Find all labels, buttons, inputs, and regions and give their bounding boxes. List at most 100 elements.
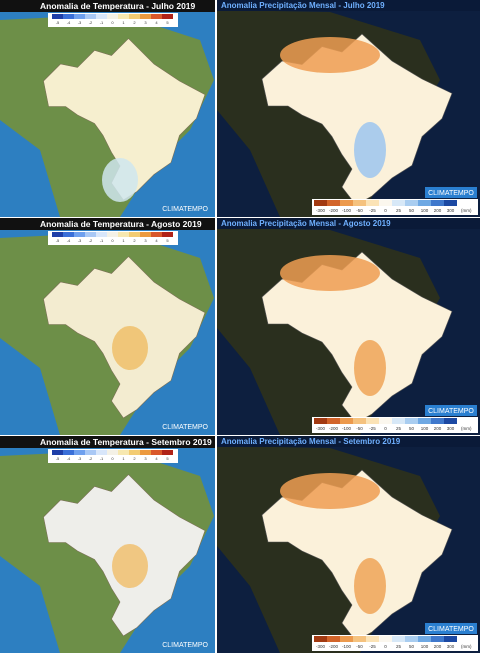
anomaly-area [112, 544, 148, 588]
title-bar [217, 0, 480, 11]
panel-title: Anomalia Precipitação Mensal - Setembro … [221, 437, 401, 446]
legend-swatch [129, 232, 140, 237]
logo: CLIMATEMPO [428, 190, 474, 197]
legend-swatch [314, 200, 327, 206]
legend-label: 3 [144, 456, 147, 461]
legend-swatch [418, 636, 431, 642]
legend-label: -1 [100, 20, 104, 25]
logo: CLIMATEMPO [162, 206, 208, 213]
legend-label: 0 [384, 208, 387, 213]
legend-label: -25 [369, 644, 376, 649]
legend-label: 2 [133, 238, 136, 243]
legend-swatch [340, 636, 353, 642]
logo-box [425, 405, 477, 416]
legend-label: -5 [56, 238, 60, 243]
legend-swatch [431, 636, 444, 642]
legend-swatch [392, 636, 405, 642]
title-bar [217, 218, 480, 229]
legend-swatch [162, 14, 173, 19]
legend-label: -100 [342, 426, 352, 431]
legend-swatch [85, 14, 96, 19]
legend-label: 25 [396, 644, 402, 649]
legend-swatch [140, 232, 151, 237]
legend-label: 100 [421, 208, 429, 213]
legend-label: 4 [155, 456, 158, 461]
legend-label: 3 [144, 20, 147, 25]
map-row: Anomalia de Temperatura - Setembro 2019 -… [0, 436, 480, 653]
legend-swatch [366, 418, 379, 424]
legend-swatch [52, 14, 63, 19]
logo: CLIMATEMPO [428, 408, 474, 415]
legend-swatch [353, 636, 366, 642]
logo: CLIMATEMPO [428, 626, 474, 633]
legend-swatch [314, 636, 327, 642]
legend-swatch [392, 418, 405, 424]
legend-label: -200 [329, 644, 339, 649]
legend-swatch [444, 636, 457, 642]
legend-label: 25 [396, 208, 402, 213]
legend-swatch [314, 418, 327, 424]
legend-label: -5 [56, 456, 60, 461]
legend-swatch [418, 200, 431, 206]
legend-label: 50 [409, 208, 415, 213]
legend-swatch [379, 418, 392, 424]
legend-label: -4 [67, 456, 71, 461]
legend-swatch [74, 232, 85, 237]
title-bar [217, 436, 480, 447]
legend-label: 1 [122, 20, 125, 25]
legend-swatch [107, 14, 118, 19]
legend-swatch [340, 418, 353, 424]
title-bar [0, 0, 215, 12]
legend-label: 0 [384, 426, 387, 431]
legend-swatch [107, 450, 118, 455]
anomaly-area [354, 558, 386, 614]
anomaly-area [280, 37, 380, 73]
legend-label: 5 [166, 456, 169, 461]
panel-title: Anomalia de Temperatura - Julho 2019 [40, 1, 196, 11]
legend-swatch [63, 232, 74, 237]
anomaly-area [354, 122, 386, 178]
legend-swatch [96, 14, 107, 19]
legend-swatch [52, 232, 63, 237]
legend-swatch [96, 450, 107, 455]
legend-swatch [63, 14, 74, 19]
legend-swatch [418, 418, 431, 424]
logo: CLIMATEMPO [162, 642, 208, 649]
legend-label: -300 [316, 426, 326, 431]
legend-label: 100 [421, 644, 429, 649]
legend-swatch [405, 636, 418, 642]
legend-swatch [151, 14, 162, 19]
legend-label: 300 [447, 208, 455, 213]
legend-swatch [379, 200, 392, 206]
legend-label: -25 [369, 426, 376, 431]
legend-label: 0 [384, 644, 387, 649]
legend-label: -2 [89, 20, 93, 25]
panel-title: Anomalia Precipitação Mensal - Agosto 20… [221, 219, 391, 228]
panel-title: Anomalia de Temperatura - Setembro 2019 [40, 437, 212, 447]
legend-label: 4 [155, 20, 158, 25]
legend-swatch [366, 636, 379, 642]
legend-label: -100 [342, 644, 352, 649]
legend-swatch [63, 450, 74, 455]
legend-swatch [151, 450, 162, 455]
legend-label: -25 [369, 208, 376, 213]
legend-swatch [379, 636, 392, 642]
legend-label: 200 [434, 426, 442, 431]
legend-label: 50 [409, 426, 415, 431]
legend-label: -5 [56, 20, 60, 25]
legend-label: -50 [356, 208, 363, 213]
legend-swatch [118, 14, 129, 19]
legend-swatch [340, 200, 353, 206]
legend-label: 1 [122, 456, 125, 461]
legend-label: 5 [166, 238, 169, 243]
legend-swatch [431, 200, 444, 206]
legend-swatch [405, 200, 418, 206]
legend-label: -50 [356, 644, 363, 649]
legend-label: 200 [434, 644, 442, 649]
legend-label: 0 [111, 456, 114, 461]
legend-label: -4 [67, 20, 71, 25]
legend-swatch [327, 636, 340, 642]
legend-label: -300 [316, 644, 326, 649]
legend-unit: (mm) [461, 426, 472, 431]
